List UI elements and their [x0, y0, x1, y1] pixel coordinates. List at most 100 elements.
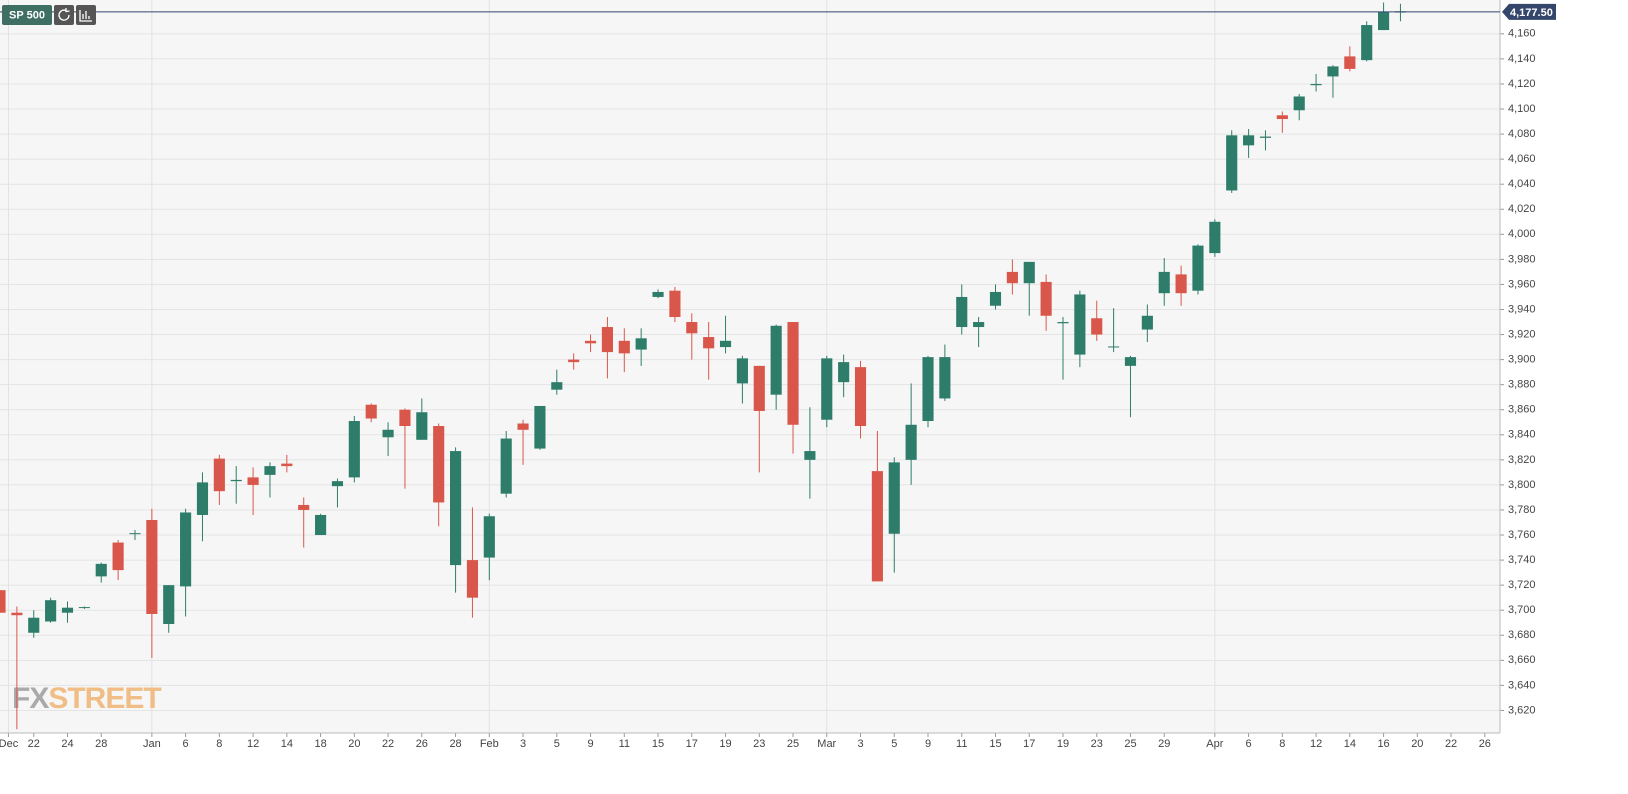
- candle-body: [973, 322, 985, 328]
- x-tick-label: 20: [348, 738, 360, 750]
- x-tick-label: 18: [314, 738, 326, 750]
- candle-body: [888, 462, 900, 534]
- candle-body: [821, 358, 833, 420]
- candle-body: [483, 516, 495, 558]
- y-tick-label: 4,020: [1508, 203, 1536, 215]
- y-tick-label: 4,100: [1508, 103, 1536, 115]
- x-tick-label: 9: [587, 738, 593, 750]
- candle-body: [1192, 245, 1204, 291]
- x-tick-label: 14: [281, 738, 293, 750]
- y-tick-label: 3,940: [1508, 303, 1536, 315]
- x-tick-label: 5: [891, 738, 897, 750]
- candle-body: [517, 423, 529, 430]
- candle-body: [163, 585, 175, 624]
- candle-body: [348, 421, 360, 478]
- candle-body: [956, 296, 968, 328]
- y-tick-label: 4,080: [1508, 128, 1536, 140]
- x-tick-label: 16: [1377, 738, 1389, 750]
- candle-body: [28, 617, 40, 633]
- x-tick-label: 28: [95, 738, 107, 750]
- candle-body: [0, 590, 6, 613]
- axes: 3,620 3,640 3,660 3,680 3,700 3,720 3,740 3,760…: [0, 0, 1556, 750]
- y-tick-label: 3,860: [1508, 404, 1536, 416]
- candle-body: [1259, 136, 1272, 138]
- candle-body: [1141, 315, 1153, 330]
- y-tick-label: 3,900: [1508, 354, 1536, 366]
- candle-body: [1243, 135, 1255, 146]
- candle-body: [989, 291, 1002, 306]
- y-tick-label: 3,640: [1508, 679, 1536, 691]
- candle-body: [1124, 357, 1137, 366]
- candle-body: [922, 357, 934, 422]
- x-tick-label: 8: [1279, 738, 1285, 750]
- y-tick-label: 3,720: [1508, 579, 1536, 591]
- y-tick-label: 3,960: [1508, 278, 1536, 290]
- watermark-suffix: STREET: [48, 682, 161, 715]
- x-tick-label: 20: [1411, 738, 1423, 750]
- candle-body: [1310, 83, 1322, 86]
- candle-body: [298, 504, 310, 510]
- x-tick-label: 6: [183, 738, 189, 750]
- x-tick-label: Dec: [0, 738, 19, 750]
- candle-body: [129, 533, 141, 535]
- x-tick-label: 23: [753, 738, 765, 750]
- candle-body: [804, 451, 816, 460]
- candle-body: [838, 362, 850, 383]
- y-tick-label: 3,820: [1508, 454, 1536, 466]
- candle-body: [500, 438, 512, 494]
- candle-body: [1040, 281, 1052, 316]
- x-tick-label: 14: [1344, 738, 1356, 750]
- y-tick-label: 3,800: [1508, 479, 1536, 491]
- x-tick-label: 8: [216, 738, 222, 750]
- y-tick-label: 4,060: [1508, 153, 1536, 165]
- x-tick-label: 6: [1246, 738, 1252, 750]
- candle-body: [568, 359, 580, 363]
- x-tick-label: 22: [382, 738, 394, 750]
- candle-body: [1006, 271, 1018, 284]
- candles: [0, 2, 1407, 730]
- candle-body: [146, 519, 158, 614]
- candle-body: [1057, 322, 1069, 324]
- candle-body: [736, 358, 748, 384]
- candle-body: [1361, 25, 1373, 61]
- candle-body: [703, 337, 715, 349]
- x-tick-label: 15: [652, 738, 664, 750]
- candle-body: [45, 600, 57, 622]
- y-tick-label: 4,160: [1508, 28, 1536, 40]
- plot-area: [0, 0, 1500, 733]
- x-tick-label: 25: [1124, 738, 1136, 750]
- candle-body: [281, 463, 293, 467]
- candle-body: [1276, 115, 1288, 120]
- candle-body: [112, 542, 124, 571]
- candle-body: [1091, 318, 1103, 335]
- candle-body: [1158, 271, 1170, 294]
- x-tick-label: 24: [61, 738, 73, 750]
- x-tick-label: 19: [1057, 738, 1069, 750]
- symbol-badge[interactable]: [2, 5, 52, 25]
- candle-body: [534, 405, 546, 449]
- candle-body: [399, 409, 411, 427]
- x-tick-label: 11: [956, 738, 967, 750]
- watermark: FXSTREET: [12, 682, 161, 715]
- x-tick-label: Jan: [143, 738, 161, 750]
- candle-body: [686, 322, 698, 334]
- candle-body: [1293, 96, 1305, 111]
- x-tick-label: 26: [416, 738, 428, 750]
- x-tick-label: 11: [619, 738, 630, 750]
- y-tick-label: 3,840: [1508, 429, 1536, 441]
- indicator-icon: [79, 10, 92, 22]
- refresh-button[interactable]: [54, 5, 74, 25]
- candle-body: [770, 325, 782, 395]
- candle-body: [450, 451, 462, 566]
- candle-body: [264, 466, 276, 475]
- x-tick-label: 3: [520, 738, 526, 750]
- last-price-label: 4,177.50: [1510, 7, 1553, 19]
- candle-body: [61, 607, 74, 613]
- candle-body: [669, 290, 681, 318]
- candle-body: [871, 471, 883, 582]
- candle-body: [247, 477, 259, 485]
- x-tick-label: Apr: [1206, 738, 1223, 750]
- candle-body: [1378, 11, 1390, 31]
